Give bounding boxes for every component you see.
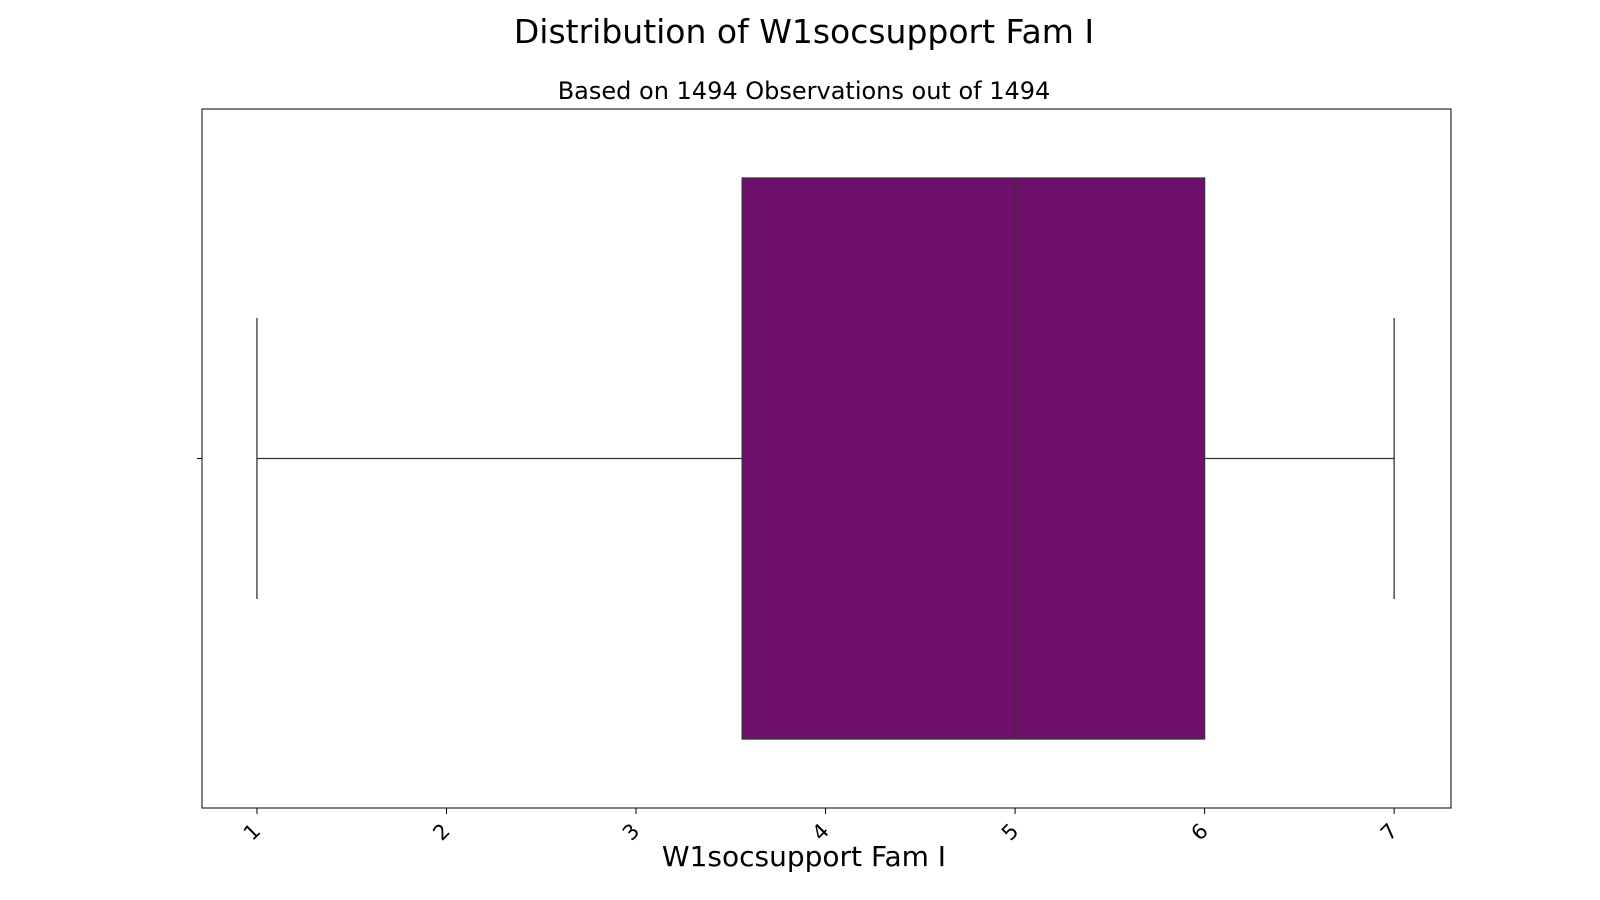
x-tick-label: 7 bbox=[1376, 819, 1402, 845]
x-tick-label: 3 bbox=[618, 819, 644, 845]
iqr-box bbox=[741, 177, 1206, 740]
x-axis-label: W1socsupport Fam I bbox=[662, 840, 946, 873]
chart-subtitle: Based on 1494 Observations out of 1494 bbox=[558, 77, 1051, 105]
boxplot bbox=[256, 177, 1395, 740]
x-tick-label: 1 bbox=[239, 819, 265, 845]
chart-title: Distribution of W1socsupport Fam I bbox=[514, 12, 1094, 51]
x-tick-label: 6 bbox=[1186, 819, 1212, 845]
x-tick-label: 5 bbox=[997, 819, 1023, 845]
x-tick-label: 2 bbox=[428, 819, 454, 845]
